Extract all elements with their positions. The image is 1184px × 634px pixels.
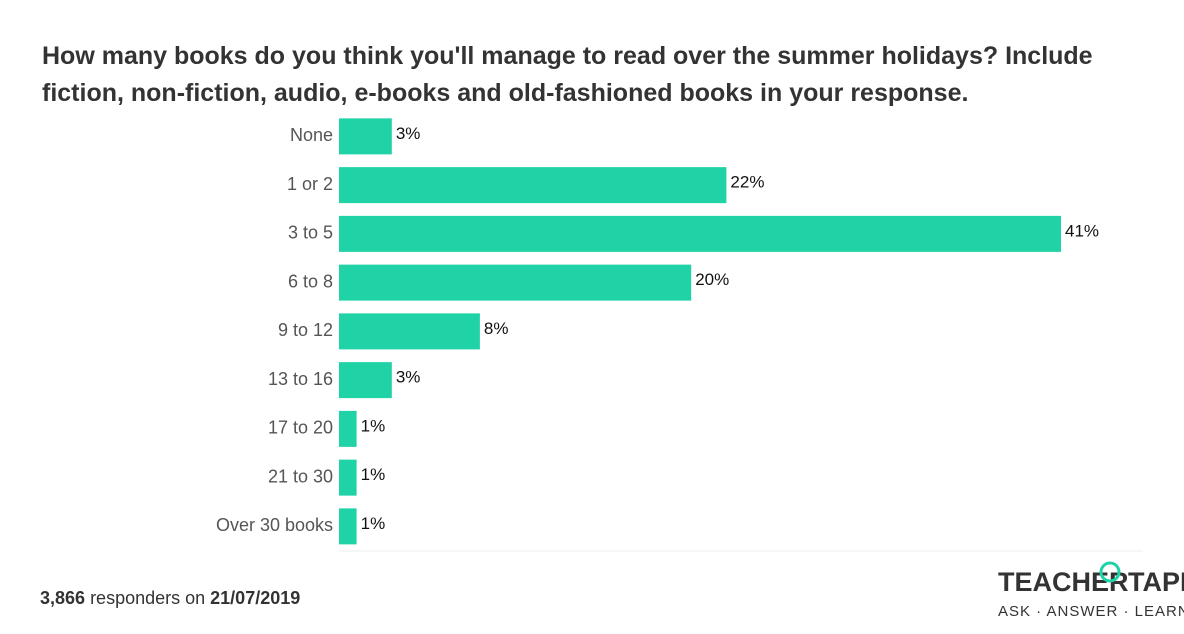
value-label: 41% [1065,221,1099,240]
bar [339,215,1061,252]
category-label: 6 to 8 [288,271,333,291]
responder-count: 3,866 [40,588,86,608]
category-label: Over 30 books [216,515,333,535]
value-label: 20% [695,270,729,289]
category-label: 17 to 20 [268,418,333,438]
category-label: 3 to 5 [288,223,333,243]
category-label: 9 to 12 [278,320,333,340]
value-label: 3% [396,124,421,143]
value-label: 8% [484,319,509,338]
bar [339,264,692,301]
logo-tagline: ASK · ANSWER · LEARN [998,603,1184,620]
category-label: 21 to 30 [268,466,333,486]
bar [339,508,357,545]
bar [339,313,480,350]
logo: TEACHER TAPP ASK · ANSWER · LEARN [998,561,1184,620]
logo-left: TEACHER [998,567,1129,597]
bar [339,459,357,496]
survey-date: 21/07/2019 [210,588,301,608]
category-label: 13 to 16 [268,369,333,389]
footer-text: responders on [90,588,206,608]
category-label: None [290,125,333,145]
value-label: 3% [396,368,421,387]
footer: 3,866 responders on 21/07/2019 [40,588,300,609]
value-label: 1% [361,465,386,484]
bar [339,410,357,447]
chart-title: How many books do you think you'll manag… [42,42,1093,107]
bar [339,167,727,204]
value-label: 22% [730,173,764,192]
logo-right: TAPP [1128,567,1184,597]
category-label: 1 or 2 [287,174,333,194]
value-label: 1% [361,416,386,435]
bar [339,362,392,399]
bar [339,118,392,155]
logo-icon [1099,561,1121,583]
value-label: 1% [361,514,386,533]
